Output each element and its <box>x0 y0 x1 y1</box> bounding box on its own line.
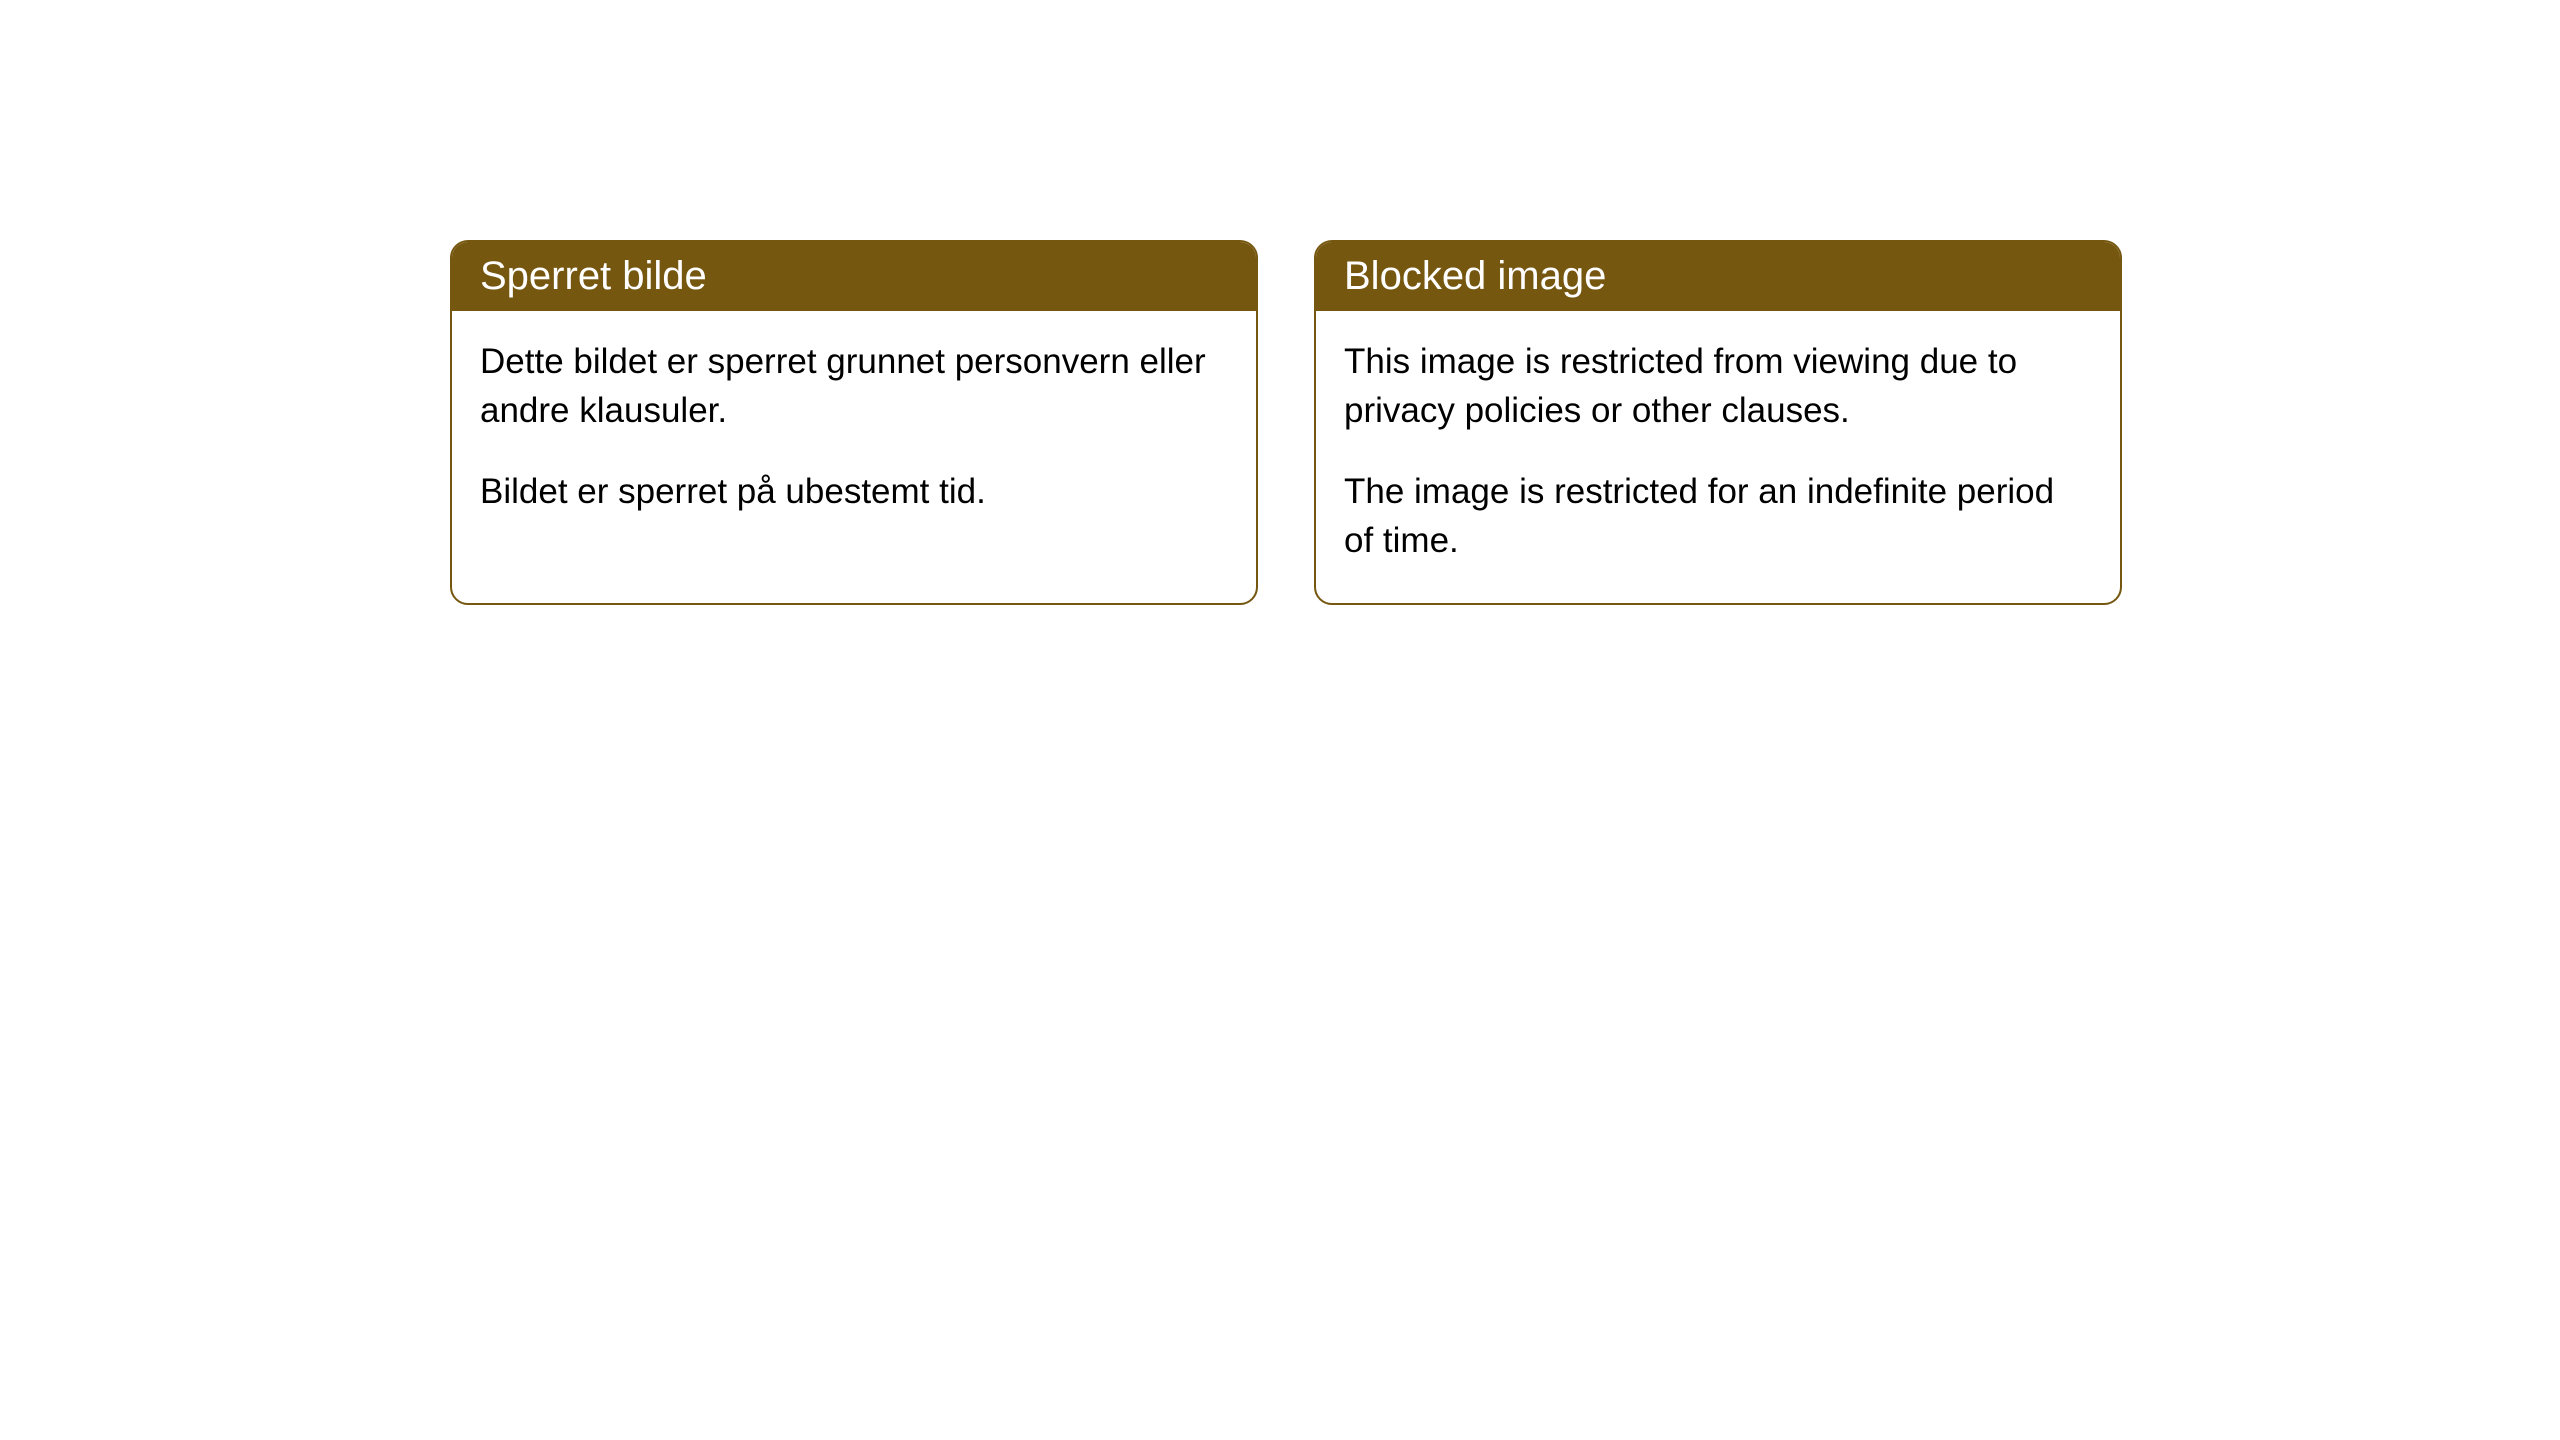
notice-paragraph-2: The image is restricted for an indefinit… <box>1344 467 2092 565</box>
notice-header-english: Blocked image <box>1316 242 2120 311</box>
notice-container: Sperret bilde Dette bildet er sperret gr… <box>0 0 2560 605</box>
notice-card-norwegian: Sperret bilde Dette bildet er sperret gr… <box>450 240 1258 605</box>
notice-paragraph-2: Bildet er sperret på ubestemt tid. <box>480 467 1228 516</box>
notice-card-english: Blocked image This image is restricted f… <box>1314 240 2122 605</box>
notice-body-english: This image is restricted from viewing du… <box>1316 311 2120 603</box>
notice-body-norwegian: Dette bildet er sperret grunnet personve… <box>452 311 1256 554</box>
notice-header-norwegian: Sperret bilde <box>452 242 1256 311</box>
notice-paragraph-1: Dette bildet er sperret grunnet personve… <box>480 337 1228 435</box>
notice-paragraph-1: This image is restricted from viewing du… <box>1344 337 2092 435</box>
